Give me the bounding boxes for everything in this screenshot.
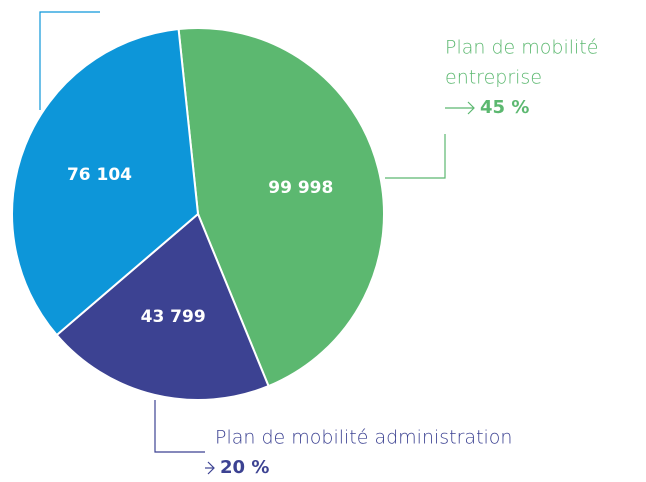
value-label: 76 104 — [67, 165, 132, 185]
annotation-label: Plan de mobilité administration — [215, 427, 512, 449]
leader-line — [385, 134, 446, 179]
annotation-label: entreprise — [445, 67, 542, 89]
arrow — [205, 461, 215, 475]
leader-line — [154, 400, 205, 453]
leader-lines — [39, 11, 475, 475]
pie-slice — [55, 212, 270, 401]
value-label: 99 998 — [268, 178, 333, 198]
value-label: 43 799 — [141, 307, 206, 327]
leader-line — [39, 11, 100, 110]
pie-slice — [177, 27, 385, 388]
arrow — [445, 101, 475, 115]
annotation-label: Plan de mobilité — [445, 37, 598, 59]
pie-slice — [11, 27, 200, 337]
annotation-value: 45 % — [480, 97, 529, 118]
annotation-value: 20 % — [220, 457, 269, 478]
